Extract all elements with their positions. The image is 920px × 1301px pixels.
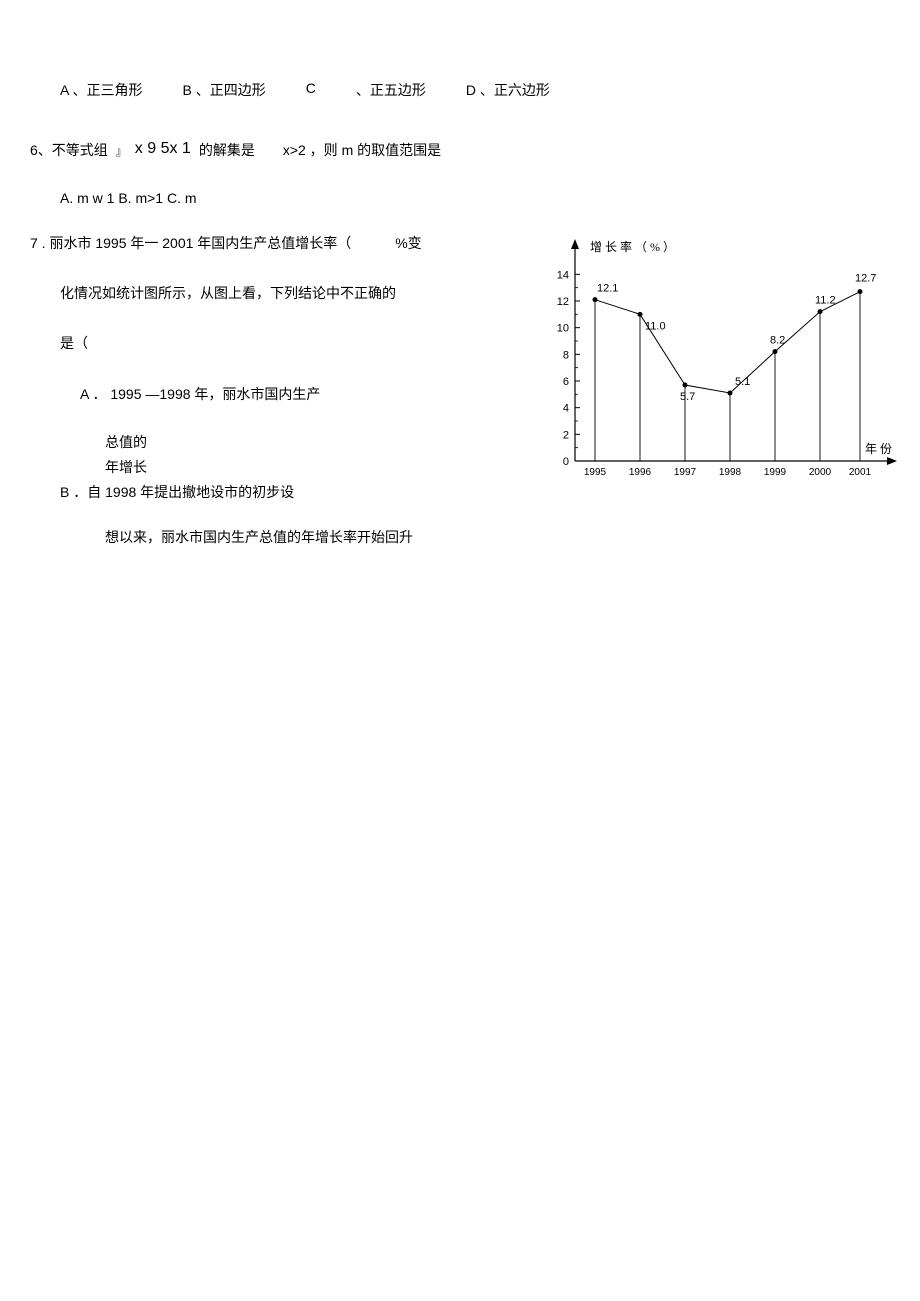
svg-text:14: 14 (557, 269, 569, 281)
q6-formula: x 9 5x 1 (135, 140, 191, 158)
svg-text:1995: 1995 (584, 467, 607, 478)
question-7: 7 . 丽水市 1995 年一 2001 年国内生产总值增长率（ %变 化情况如… (30, 231, 890, 547)
svg-text:1996: 1996 (629, 467, 652, 478)
q7-line2: 化情况如统计图所示，从图上看，下列结论中不正确的 (30, 281, 530, 306)
svg-text:12.1: 12.1 (597, 283, 618, 295)
q6-sub: 』 (116, 143, 127, 159)
q6-answers: A. m w 1 B. m>1 C. m (30, 190, 890, 206)
q7-optB-sub: 想以来，丽水市国内生产总值的年增长率开始回升 (30, 527, 530, 547)
svg-text:5.1: 5.1 (735, 376, 750, 388)
q7-line1: 7 . 丽水市 1995 年一 2001 年国内生产总值增长率（ %变 (30, 231, 530, 256)
svg-text:1997: 1997 (674, 467, 697, 478)
svg-text:年 份: 年 份 (865, 442, 892, 456)
growth-rate-chart: 增 长 率 （ % ） 年 份 2 4 6 8 10 12 14 0 1995 1996 1997 199… (540, 231, 900, 491)
svg-text:11.2: 11.2 (815, 295, 836, 307)
svg-text:2000: 2000 (809, 467, 832, 478)
svg-text:8.2: 8.2 (770, 335, 785, 347)
option-c: 、正五边形 (356, 80, 426, 100)
q5-options: A 、正三角形 B 、正四边形 C 、正五边形 D 、正六边形 (30, 80, 890, 100)
option-a: A 、正三角形 (60, 80, 142, 100)
svg-text:6: 6 (563, 376, 569, 388)
q7-line3: 是（ (30, 331, 530, 356)
q7-optA-sub1: 总值的 (30, 432, 530, 452)
svg-text:10: 10 (557, 323, 569, 335)
svg-text:1999: 1999 (764, 467, 787, 478)
q6-mid: 的解集是 (199, 140, 255, 160)
option-b: B 、正四边形 (182, 80, 265, 100)
q7-optA: A ． 1995 —1998 年，丽水市国内生产 (30, 382, 530, 407)
svg-text:1998: 1998 (719, 467, 742, 478)
option-c-prefix: C (306, 80, 316, 100)
option-d: D 、正六边形 (466, 80, 550, 100)
q6-prefix: 6、不等式组 (30, 140, 108, 160)
svg-text:12.7: 12.7 (855, 273, 876, 285)
svg-text:0: 0 (563, 456, 569, 468)
svg-text:2: 2 (563, 429, 569, 441)
svg-text:11.0: 11.0 (645, 320, 666, 332)
svg-text:5.7: 5.7 (680, 391, 695, 403)
svg-text:4: 4 (563, 403, 569, 415)
q7-optB: B ．自 1998 年提出撤地设市的初步设 (30, 482, 530, 502)
svg-text:12: 12 (557, 296, 569, 308)
q6-cond: x>2 ，则 m 的取值范围是 (283, 140, 441, 160)
question-6: 6、不等式组 』 x 9 5x 1 的解集是 x>2 ，则 m 的取值范围是 (30, 140, 890, 160)
chart-svg: 增 长 率 （ % ） 年 份 2 4 6 8 10 12 14 0 1995 1996 1997 199… (540, 231, 900, 491)
svg-text:8: 8 (563, 349, 569, 361)
svg-text:增 长 率 （ % ）: 增 长 率 （ % ） (590, 239, 675, 254)
q7-optA-sub2: 年增长 (30, 457, 530, 477)
svg-text:2001: 2001 (849, 467, 872, 478)
q7-text: 7 . 丽水市 1995 年一 2001 年国内生产总值增长率（ %变 化情况如… (30, 231, 530, 547)
